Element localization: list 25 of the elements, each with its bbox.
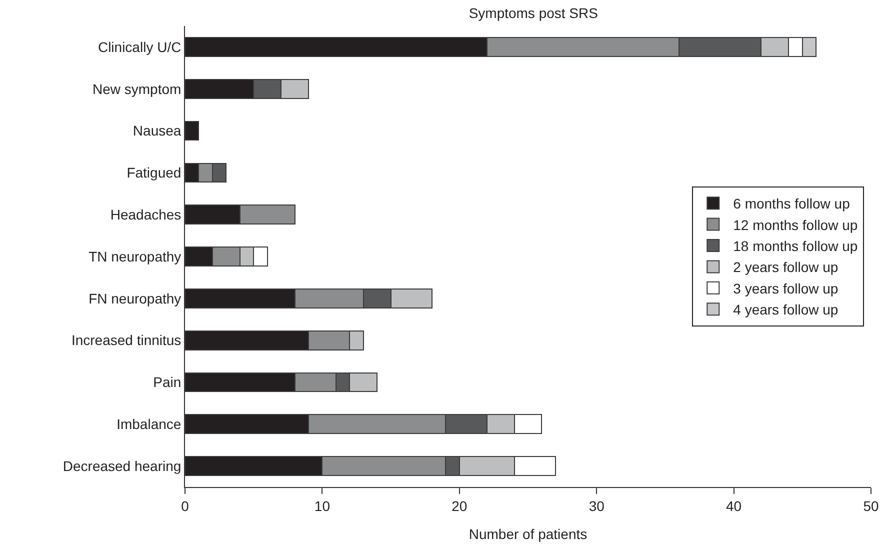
legend-label: 6 months follow up: [733, 196, 850, 212]
x-tick-label: 20: [452, 498, 468, 514]
y-tick-label: TN neuropathy: [88, 248, 182, 264]
legend-label: 3 years follow up: [733, 280, 838, 296]
legend-label: 4 years follow up: [733, 302, 838, 318]
x-tick-label: 40: [726, 498, 742, 514]
x-axis-title: Number of patients: [468, 526, 588, 542]
legend-label: 12 months follow up: [733, 216, 858, 233]
chart-title: Symptoms post SRS: [468, 5, 598, 22]
y-tick-label: Decreased hearing: [62, 458, 182, 474]
y-tick-label: Increased tinnitus: [71, 332, 182, 348]
x-tick-label: 0: [181, 498, 190, 514]
x-tick-label: 30: [588, 498, 605, 514]
y-tick-label: New symptom: [92, 80, 182, 97]
y-tick-label: Headaches: [110, 206, 182, 222]
y-tick-label: FN neuropathy: [88, 290, 182, 306]
x-tick-label: 10: [314, 498, 330, 514]
legend-label: 18 months follow up: [733, 238, 858, 254]
y-tick-label: Fatigued: [126, 164, 182, 181]
y-tick-label: Imbalance: [116, 416, 182, 432]
y-tick-label: Clinically U/C: [98, 38, 182, 55]
x-tick-label: 50: [863, 498, 879, 514]
legend-label: 2 years follow up: [733, 259, 838, 276]
y-tick-label: Pain: [153, 374, 182, 390]
y-tick-label: Nausea: [132, 122, 182, 139]
